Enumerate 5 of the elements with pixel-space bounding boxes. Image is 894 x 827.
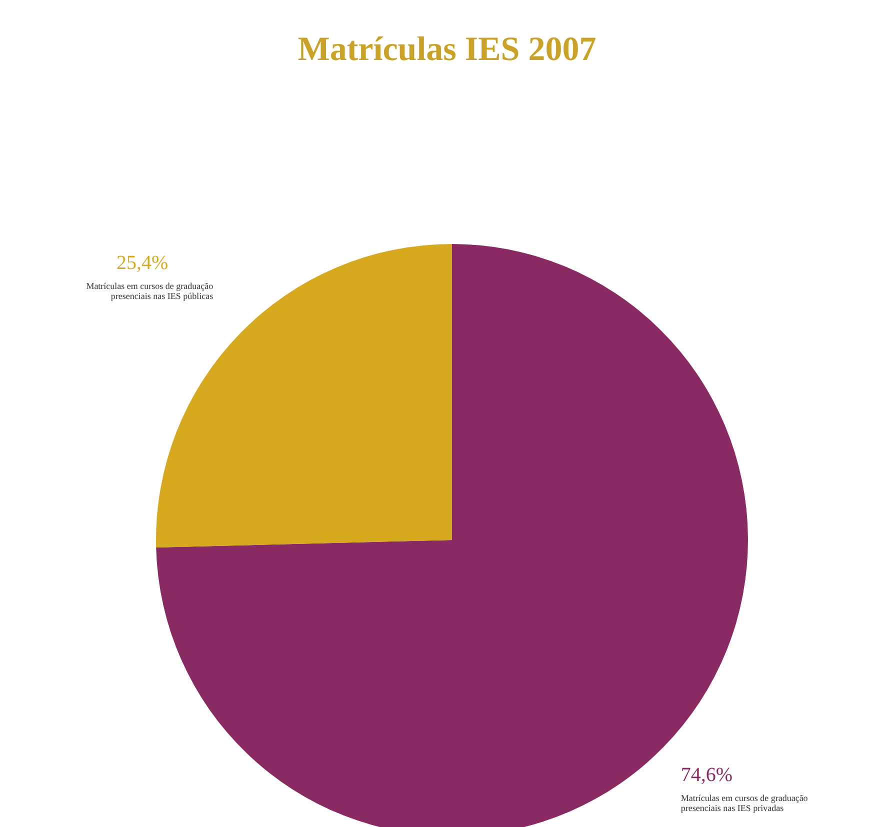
slice-label: Matrículas em cursos de graduação presenciais nas IES privadas (680, 792, 808, 813)
slice-label: Matrículas em cursos de graduação presenciais nas IES públicas (86, 281, 214, 302)
data-label: 74,6% (680, 764, 733, 786)
data-label: 25,4% (116, 252, 168, 274)
chart-title: Matrículas IES 2007 (298, 31, 596, 68)
